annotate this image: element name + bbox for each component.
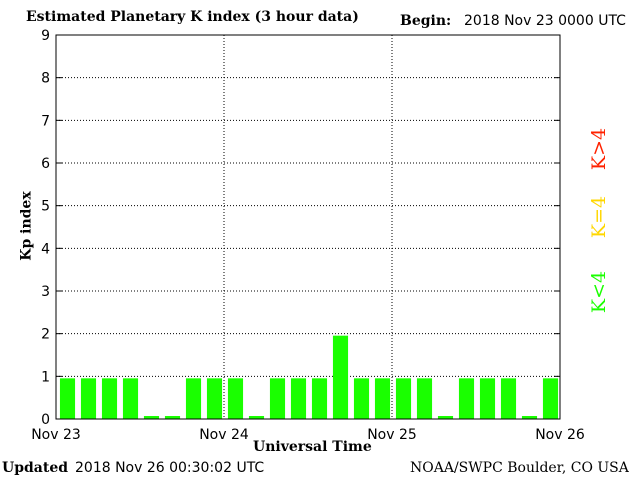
kp-bar xyxy=(59,378,76,419)
kp-bar xyxy=(101,378,118,419)
kp-bar xyxy=(290,378,307,419)
y-tick-label: 0 xyxy=(41,412,50,428)
kp-bar xyxy=(479,378,496,419)
kp-bar xyxy=(311,378,328,419)
plot-frame xyxy=(55,34,561,420)
y-tick-label: 7 xyxy=(41,113,50,129)
chart-title: Estimated Planetary K index (3 hour data… xyxy=(26,9,359,25)
y-tick-label: 8 xyxy=(41,71,50,87)
kp-bar xyxy=(521,416,538,419)
y-tick-label: 4 xyxy=(41,241,50,257)
kp-bar xyxy=(500,378,517,419)
updated-value: 2018 Nov 26 00:30:02 UTC xyxy=(75,460,265,476)
legend-k-greater-4: K>4 xyxy=(588,127,611,171)
x-tick-label: Nov 26 xyxy=(535,427,585,443)
y-axis-label: Kp index xyxy=(18,191,35,261)
kp-bar xyxy=(542,378,559,419)
y-tick-label: 3 xyxy=(41,284,50,300)
y-tick-label: 2 xyxy=(41,327,50,343)
source-credit: NOAA/SWPC Boulder, CO USA xyxy=(410,460,629,476)
kp-bar xyxy=(185,378,202,419)
kp-bar xyxy=(164,416,181,419)
y-tick-label: 1 xyxy=(41,369,50,385)
begin-value: 2018 Nov 23 0000 UTC xyxy=(464,13,626,29)
legend-k-less-4: K<4 xyxy=(588,270,611,314)
y-tick-label: 9 xyxy=(41,28,50,44)
kp-bar xyxy=(332,335,349,419)
x-tick-label: Nov 24 xyxy=(199,427,249,443)
kp-bar xyxy=(416,378,433,419)
x-tick-label: Nov 23 xyxy=(31,427,81,443)
kp-bar xyxy=(206,378,223,419)
begin-label: Begin: xyxy=(400,13,452,29)
kp-bar xyxy=(122,378,139,419)
y-tick-label: 5 xyxy=(41,199,50,215)
legend-k-equal-4: K=4 xyxy=(588,195,611,239)
kp-bar xyxy=(437,416,454,419)
kp-bar xyxy=(227,378,244,419)
x-axis-label: Universal Time xyxy=(253,439,372,455)
kp-bar xyxy=(80,378,97,419)
kp-bar xyxy=(353,378,370,419)
kp-bar xyxy=(269,378,286,419)
updated-label: Updated xyxy=(2,460,69,476)
kp-bar xyxy=(248,416,265,419)
kp-bar xyxy=(374,378,391,419)
x-tick-label: Nov 25 xyxy=(367,427,417,443)
kp-bar xyxy=(395,378,412,419)
kp-bar xyxy=(458,378,475,419)
y-tick-label: 6 xyxy=(41,156,50,172)
kp-bar xyxy=(143,416,160,419)
